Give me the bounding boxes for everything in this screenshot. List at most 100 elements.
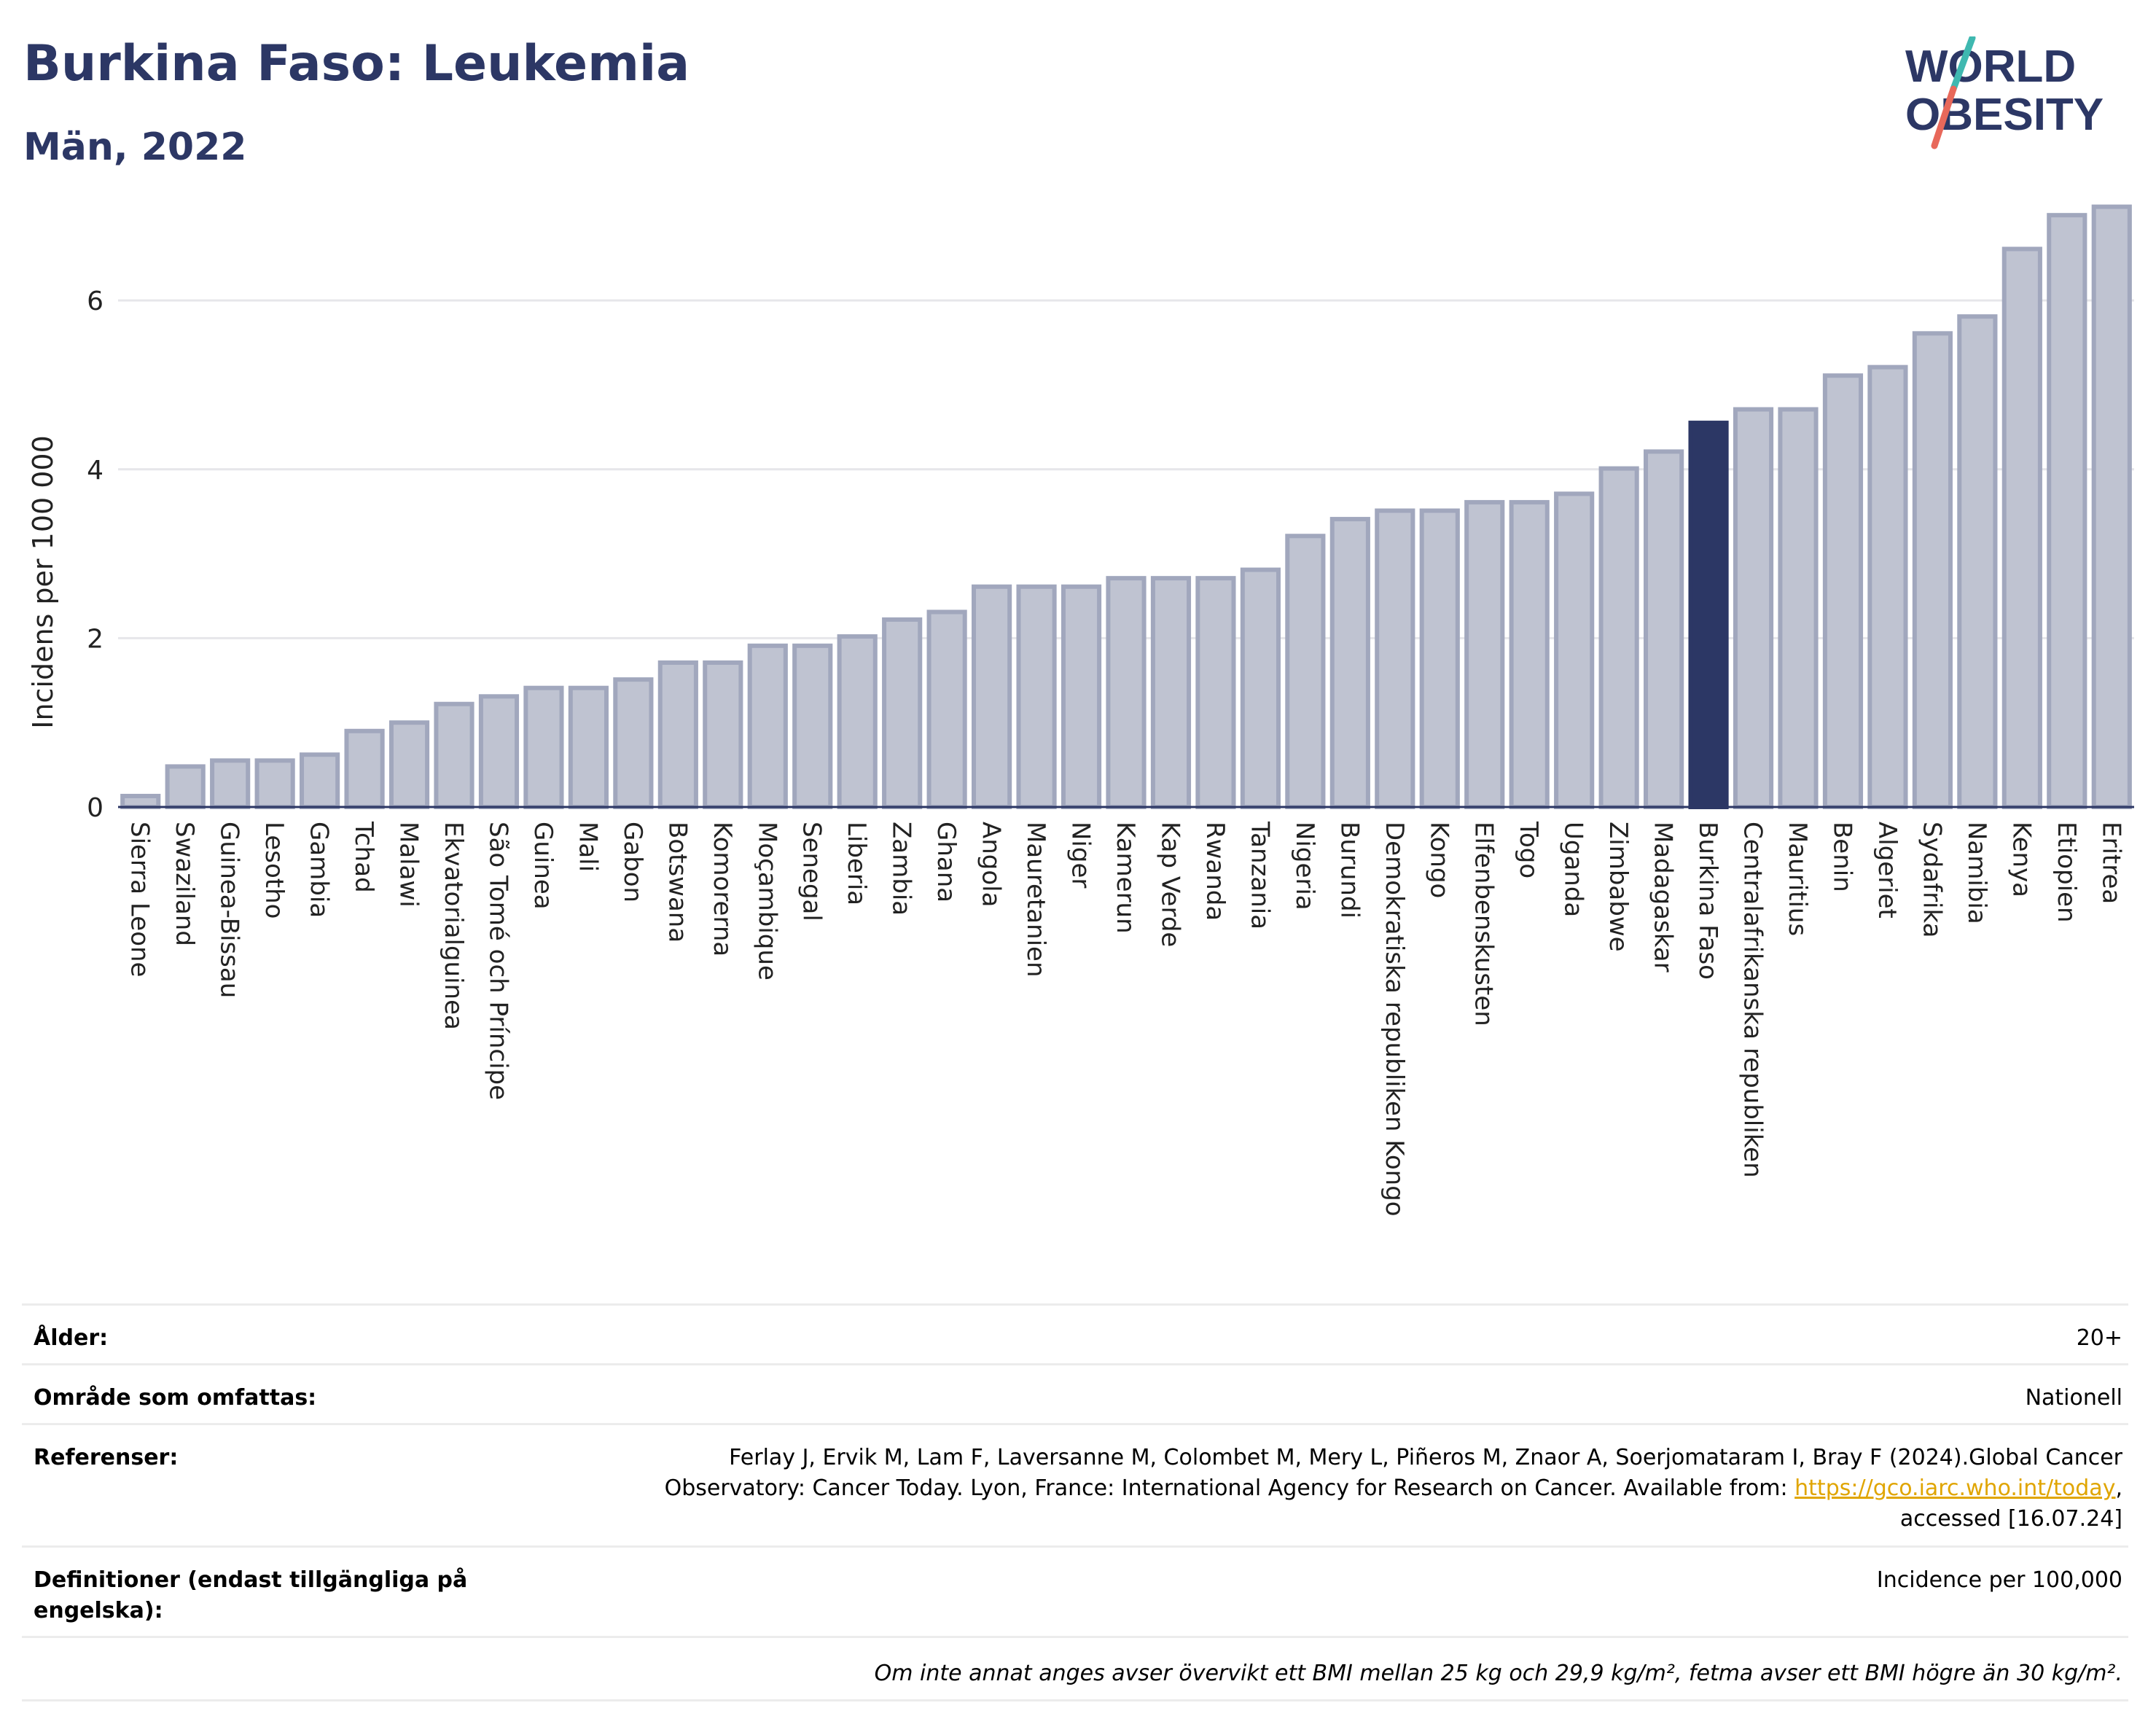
bar bbox=[1554, 491, 1595, 810]
bar bbox=[2001, 246, 2042, 809]
references-line-2: Observatory: Cancer Today. Lyon, France:… bbox=[665, 1473, 2122, 1504]
bar bbox=[792, 643, 833, 809]
bar bbox=[972, 584, 1012, 809]
x-tick-label: Nigeria bbox=[1290, 822, 1319, 911]
info-row-definitions: Definitioner (endast tillgängliga på eng… bbox=[22, 1545, 2128, 1638]
bar-highlight bbox=[1688, 421, 1729, 809]
bars bbox=[120, 204, 2132, 810]
x-tick-label: Namibia bbox=[1962, 822, 1991, 924]
x-tick-label: Rwanda bbox=[1200, 822, 1230, 921]
x-tick-label: Guinea-Bissau bbox=[215, 822, 244, 998]
x-tick-label: Algeriet bbox=[1872, 822, 1902, 919]
bar bbox=[1957, 314, 1998, 810]
x-tick-label: Elfenbenskusten bbox=[1469, 822, 1499, 1026]
area-value: Nationell bbox=[2025, 1385, 2122, 1411]
references-comma: , bbox=[2115, 1475, 2122, 1501]
x-tick-label: Etiopien bbox=[2052, 822, 2081, 923]
x-tick-label: Kenya bbox=[2007, 822, 2036, 897]
bar bbox=[1733, 407, 1774, 809]
bar bbox=[1822, 373, 1864, 809]
x-tick-label: Ekvatorialguinea bbox=[439, 822, 468, 1030]
y-tick-label: 2 bbox=[87, 624, 103, 654]
y-axis-label: Incidens per 100 000 bbox=[27, 435, 59, 729]
x-tick-label: Guinea bbox=[528, 822, 558, 910]
age-value: 20+ bbox=[2076, 1325, 2122, 1351]
bar bbox=[1285, 534, 1326, 810]
x-tick-label: Senegal bbox=[797, 822, 827, 921]
y-tick-label: 0 bbox=[87, 793, 103, 823]
x-tick-label: Demokratiska republiken Kongo bbox=[1380, 822, 1409, 1217]
bar bbox=[1016, 584, 1057, 809]
bar bbox=[747, 643, 788, 809]
y-axis: 0 2 4 6 bbox=[87, 286, 103, 823]
bar bbox=[1598, 466, 1639, 809]
bar bbox=[657, 660, 698, 809]
page-subtitle: Män, 2022 bbox=[23, 125, 247, 169]
bar bbox=[1419, 508, 1460, 809]
references-label: Referenser: bbox=[34, 1445, 179, 1470]
x-tick-label: Gabon bbox=[618, 822, 647, 902]
x-tick-label: Uganda bbox=[1559, 822, 1588, 917]
x-tick-label: Benin bbox=[1827, 822, 1856, 892]
x-tick-label: Tanzania bbox=[1245, 821, 1274, 929]
x-tick-label: Kap Verde bbox=[1155, 822, 1184, 947]
x-tick-label: São Tomé och Príncipe bbox=[483, 822, 512, 1100]
bar bbox=[120, 793, 161, 809]
x-tick-label: Kamerun bbox=[1111, 822, 1140, 934]
bar bbox=[568, 685, 609, 810]
x-tick-label: Zimbabwe bbox=[1604, 822, 1633, 952]
x-tick-label: Angola bbox=[977, 822, 1006, 907]
definitions-value: Incidence per 100,000 bbox=[1876, 1567, 2122, 1593]
bar bbox=[1375, 508, 1415, 809]
bar bbox=[1867, 364, 1908, 809]
references-link[interactable]: https://gco.iarc.who.int/today bbox=[1794, 1475, 2116, 1501]
bar bbox=[1150, 576, 1192, 809]
references-line-1: Ferlay J, Ervik M, Lam F, Laversanne M, … bbox=[729, 1445, 2122, 1470]
bar bbox=[300, 752, 340, 809]
x-tick-label: Botswana bbox=[663, 822, 692, 943]
bar bbox=[2091, 204, 2132, 809]
bar bbox=[926, 609, 967, 810]
x-tick-label: Burundi bbox=[1335, 822, 1364, 919]
bar bbox=[165, 764, 206, 809]
age-label: Ålder: bbox=[34, 1325, 109, 1351]
bar bbox=[1778, 407, 1819, 809]
bar bbox=[613, 677, 654, 809]
bar bbox=[478, 694, 520, 809]
y-tick-label: 6 bbox=[87, 286, 103, 316]
bar bbox=[523, 685, 564, 810]
logo-slash-teal bbox=[1950, 36, 1976, 93]
x-tick-label: Burkina Faso bbox=[1693, 822, 1722, 980]
x-tick-label: Lesotho bbox=[259, 822, 289, 919]
logo-text-world: WORLD bbox=[1905, 42, 2076, 92]
references-value: Ferlay J, Ervik M, Lam F, Laversanne M, … bbox=[665, 1443, 2122, 1535]
x-tick-label: Malawi bbox=[394, 822, 423, 908]
x-tick-label: Komorerna bbox=[708, 822, 737, 956]
bar bbox=[210, 758, 251, 810]
bar bbox=[1329, 517, 1370, 809]
x-tick-label: Mali bbox=[573, 822, 602, 872]
definitions-label: Definitioner (endast tillgängliga på eng… bbox=[34, 1567, 468, 1623]
logo-slash-red bbox=[1931, 85, 1957, 149]
x-tick-label: Swaziland bbox=[170, 822, 199, 946]
x-tick-label: Niger bbox=[1066, 822, 1095, 888]
bar bbox=[1195, 576, 1236, 809]
info-row-area: Område som omfattas: Nationell bbox=[22, 1363, 2128, 1425]
bmi-note: Om inte annat anges avser övervikt ett B… bbox=[874, 1661, 2122, 1686]
x-axis: Sierra Leone Swaziland Guinea-Bissau Lesoth… bbox=[125, 821, 2126, 1217]
bar bbox=[837, 634, 878, 809]
x-tick-label: Gambia bbox=[305, 822, 334, 918]
x-tick-label: Sydafrika bbox=[1917, 822, 1946, 937]
x-tick-label: Liberia bbox=[842, 822, 871, 905]
references-line-3: accessed [16.07.24] bbox=[1899, 1506, 2122, 1532]
x-tick-label: Sierra Leone bbox=[125, 822, 155, 977]
x-tick-label: Togo bbox=[1514, 821, 1543, 878]
x-tick-label: Zambia bbox=[887, 822, 916, 916]
bar-chart: 0 2 4 6 Sierra Leone Swaziland Guinea-Bissau L… bbox=[27, 204, 2134, 1217]
bar bbox=[1061, 584, 1102, 809]
bar bbox=[703, 660, 743, 809]
x-tick-label: Mauritius bbox=[1783, 822, 1812, 936]
x-tick-label: Madagaskar bbox=[1649, 822, 1678, 972]
info-row-references: Referenser: Ferlay J, Ervik M, Lam F, La… bbox=[22, 1423, 2128, 1548]
bar bbox=[388, 720, 430, 810]
